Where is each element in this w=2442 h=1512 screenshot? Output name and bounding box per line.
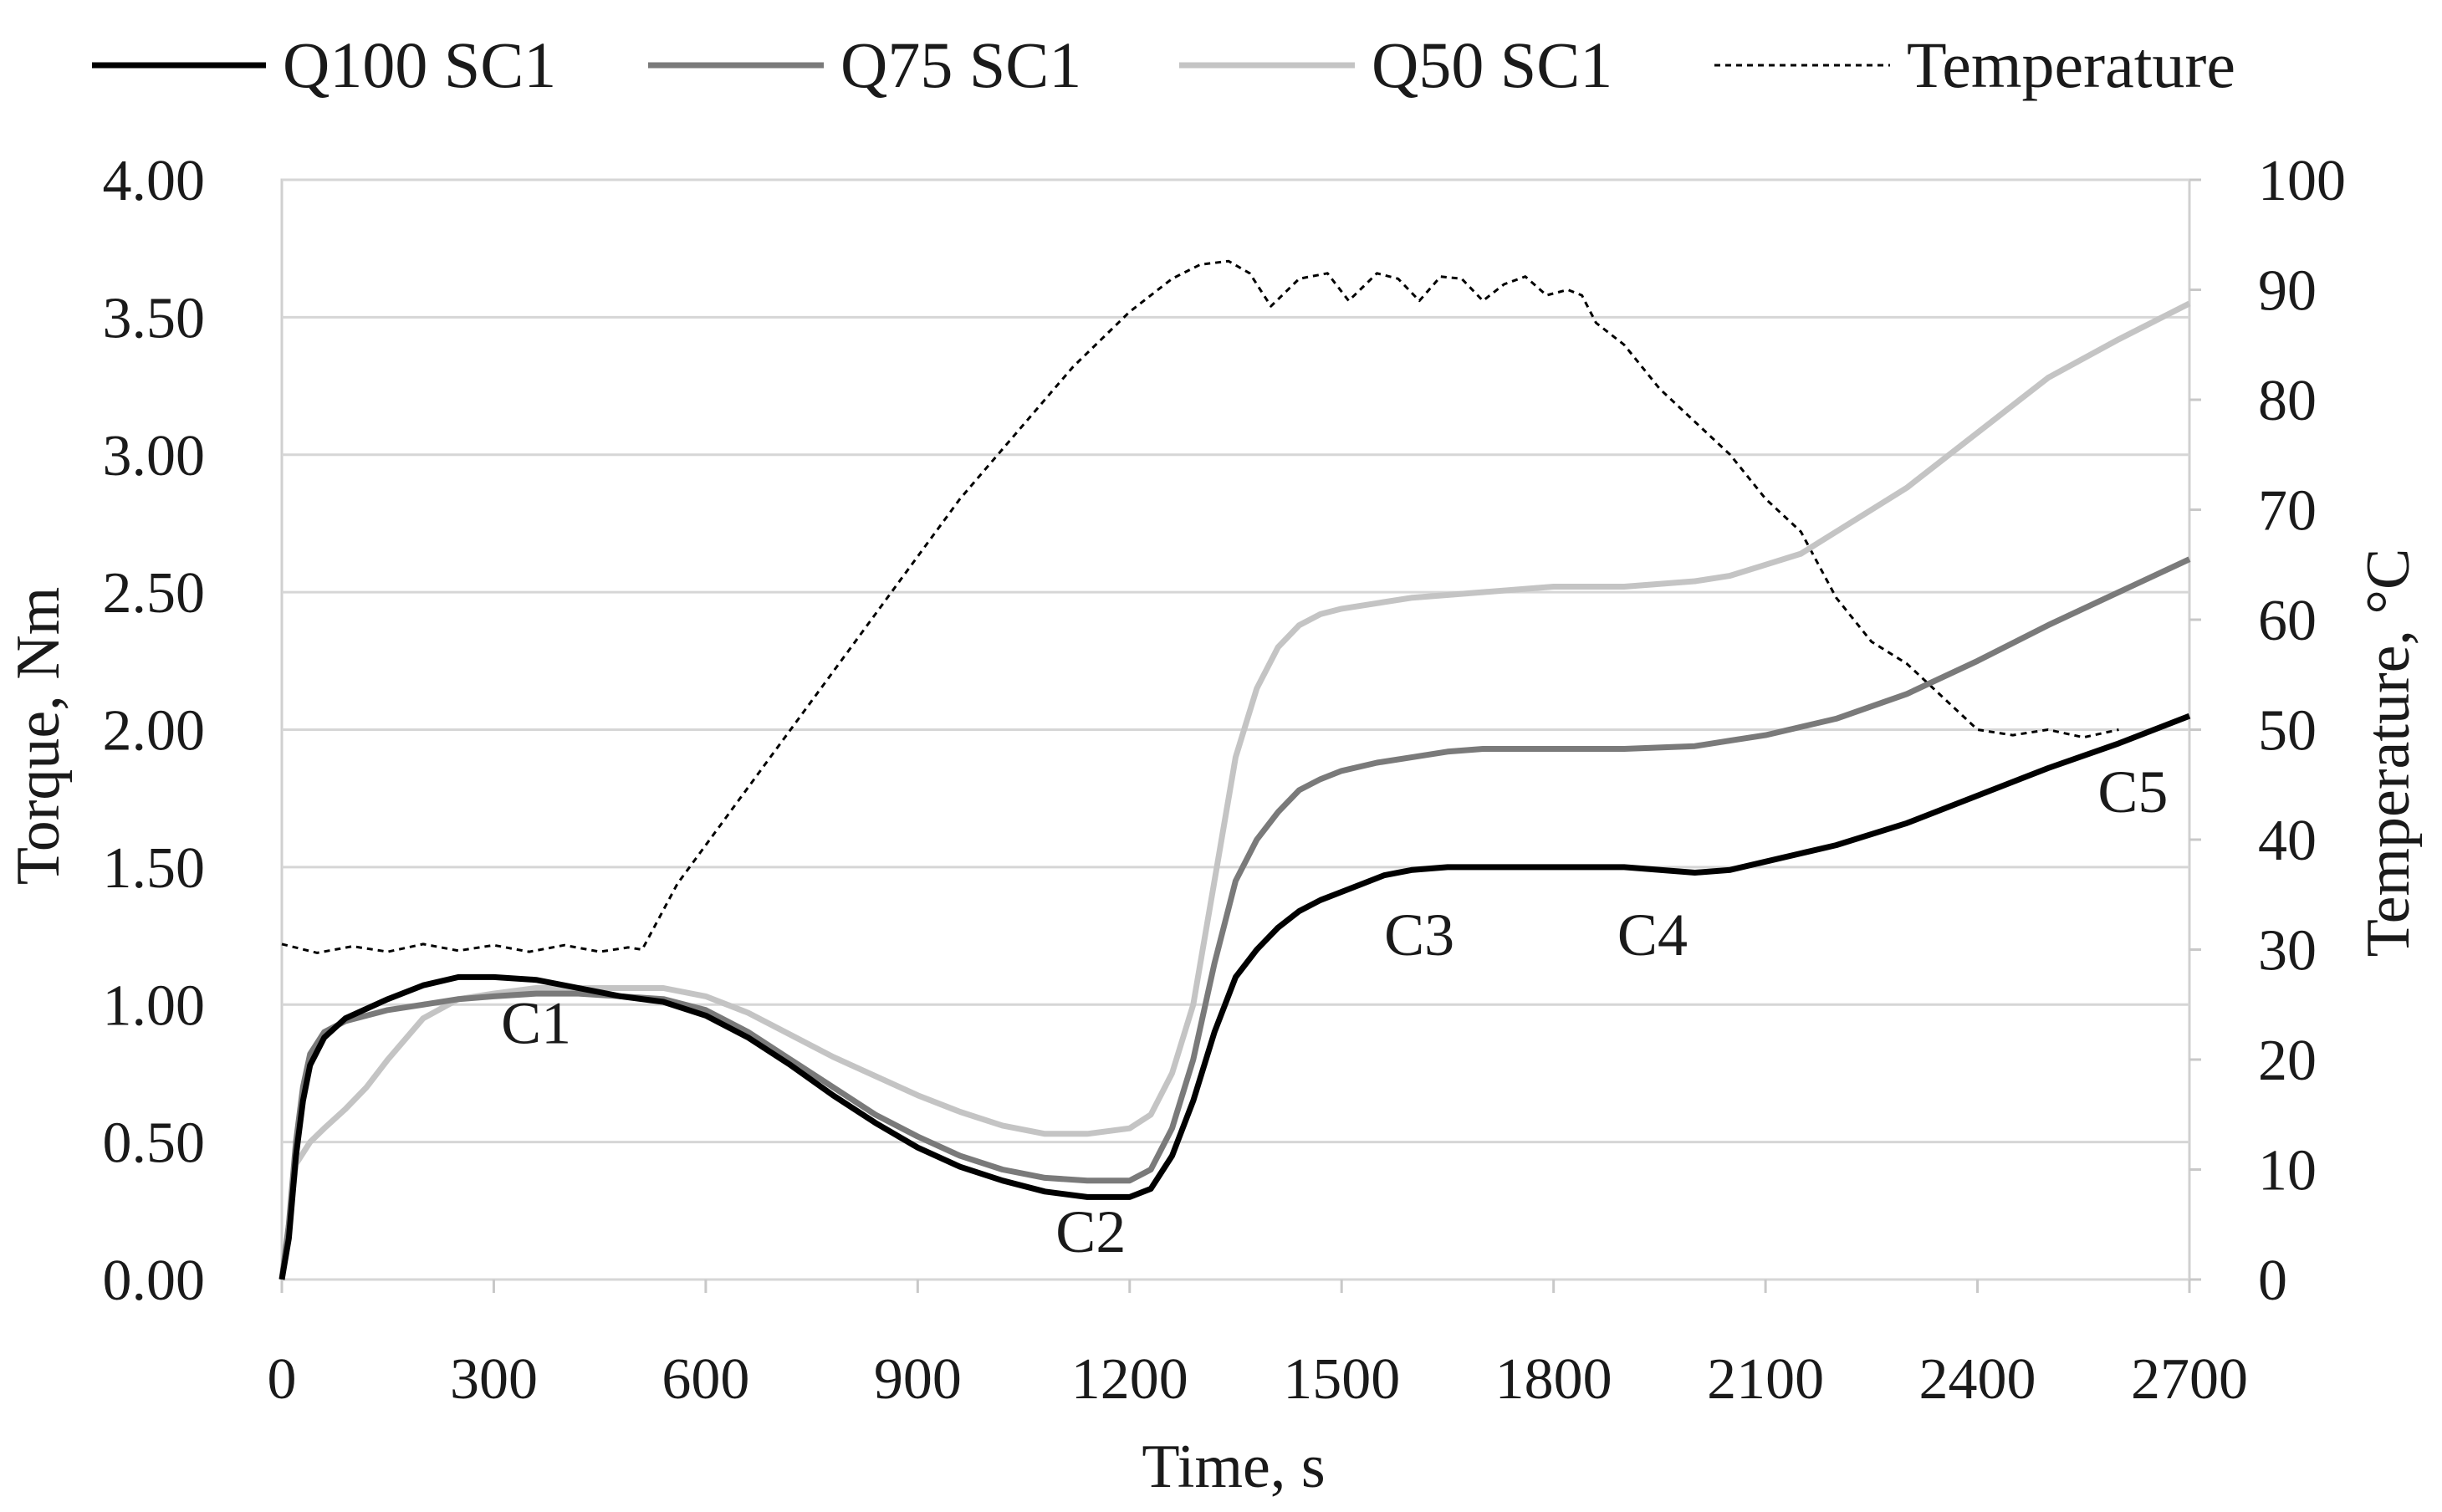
y2-tick-label: 80 (2258, 369, 2317, 433)
x-tick-label: 1800 (1495, 1347, 1612, 1412)
series-line-q100-sc1 (278, 713, 2191, 1280)
annotation-c2: C2 (1055, 1198, 1126, 1265)
series-line-q75-sc1 (278, 556, 2191, 1280)
x-tick-label: 0 (268, 1347, 297, 1412)
y-tick-label: 0.00 (103, 1249, 206, 1313)
y2-tick-label: 0 (2258, 1249, 2287, 1313)
x-tick-label: 300 (450, 1347, 538, 1412)
legend: Q100 SC1 Q75 SC1 Q50 SC1 Temperature (92, 28, 2235, 101)
series-line-q50-sc1 (278, 300, 2191, 1280)
phase-annotations: C1 C2 C3 C4 C5 (501, 759, 2168, 1265)
y-tick-label: 1.50 (103, 836, 206, 901)
legend-label: Temperature (1907, 28, 2235, 101)
y2-tick-label: 20 (2258, 1029, 2317, 1093)
legend-label: Q50 SC1 (1372, 28, 1612, 101)
y2-tick-label: 30 (2258, 919, 2317, 983)
y2-axis-title: Temperature, °C (2354, 549, 2423, 958)
y-tick-label: 3.50 (103, 286, 206, 350)
y2-axis-ticks: 0 10 20 30 40 50 60 70 80 90 100 (2189, 149, 2346, 1313)
series-lines (278, 259, 2191, 1280)
y2-tick-label: 100 (2258, 149, 2346, 213)
x-tick-label: 1500 (1283, 1347, 1400, 1412)
x-tick-label: 600 (662, 1347, 749, 1412)
x-axis-title: Time, s (1142, 1433, 1325, 1501)
y2-tick-label: 50 (2258, 699, 2317, 764)
legend-label: Q75 SC1 (840, 28, 1081, 101)
x-tick-label: 2700 (2131, 1347, 2248, 1412)
x-tick-label: 2400 (1919, 1347, 2036, 1412)
y2-tick-label: 90 (2258, 259, 2317, 324)
annotation-c4: C4 (1617, 902, 1688, 968)
y-tick-label: 2.50 (103, 561, 206, 626)
x-axis-ticks: 0 300 600 900 1200 1500 1800 2100 2400 2700 (268, 1280, 2248, 1412)
y2-tick-label: 70 (2258, 479, 2317, 544)
y-tick-label: 2.00 (103, 699, 206, 764)
annotation-c5: C5 (2097, 759, 2168, 825)
y-tick-label: 1.00 (103, 973, 206, 1038)
legend-label: Q100 SC1 (283, 28, 556, 101)
y-tick-label: 4.00 (103, 149, 206, 213)
annotation-c3: C3 (1384, 902, 1454, 968)
y-tick-label: 0.50 (103, 1111, 206, 1176)
series-line-temperature (281, 259, 2119, 954)
y2-tick-label: 40 (2258, 809, 2317, 873)
annotation-c1: C1 (501, 989, 571, 1056)
y-axis-ticks: 0.00 0.50 1.00 1.50 2.00 2.50 3.00 3.50 4.00 (103, 149, 206, 1313)
y-tick-label: 3.00 (103, 424, 206, 488)
y2-tick-label: 60 (2258, 589, 2317, 653)
y2-tick-label: 10 (2258, 1139, 2317, 1203)
gridlines (282, 178, 2189, 1281)
x-tick-label: 2100 (1707, 1347, 1824, 1412)
x-tick-label: 900 (874, 1347, 962, 1412)
y-axis-title: Torque, Nm (4, 587, 73, 886)
x-tick-label: 1200 (1071, 1347, 1188, 1412)
